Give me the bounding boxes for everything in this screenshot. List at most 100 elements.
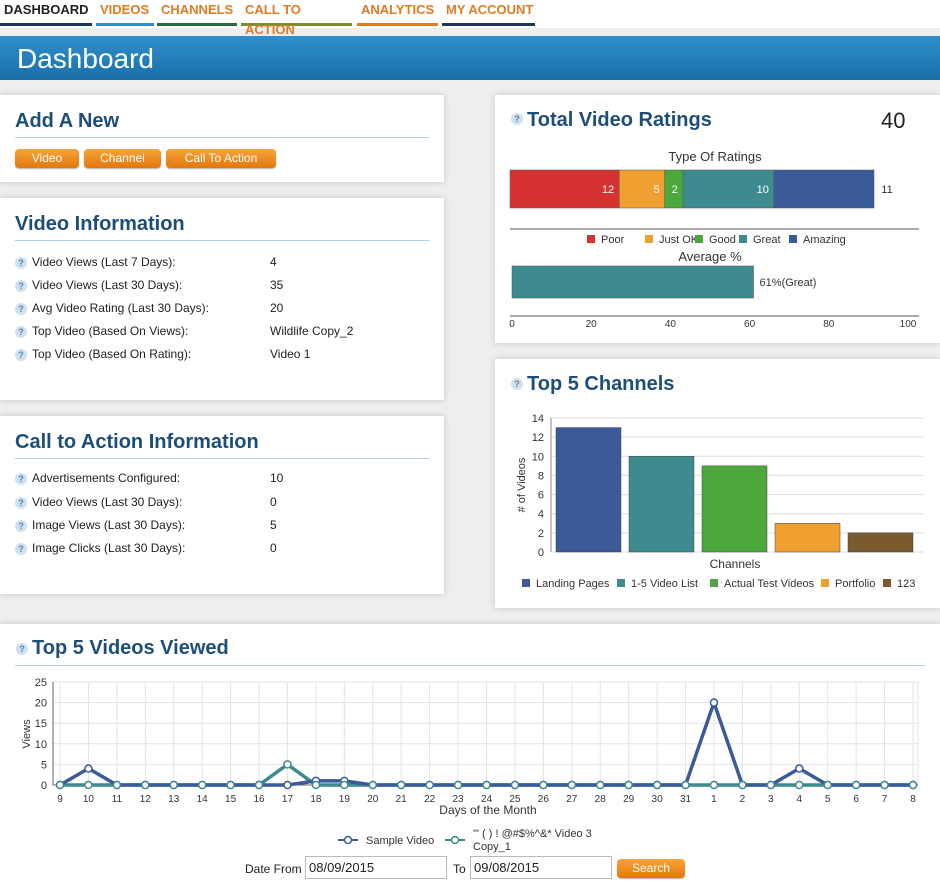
search-button[interactable]: Search — [617, 859, 685, 878]
data-point — [425, 780, 434, 790]
date-to-input[interactable]: 09/08/2015 — [470, 856, 612, 879]
add-channel-button[interactable]: Channel — [84, 149, 161, 168]
data-point — [453, 780, 463, 790]
data-point — [652, 780, 662, 790]
rating-value-label: 12 — [602, 184, 614, 196]
y-tick-label: 0 — [41, 780, 47, 792]
average-title: Average % — [678, 249, 742, 264]
x-tick-label: 15 — [225, 794, 237, 805]
legend-label: Just OK — [659, 234, 699, 246]
info-row: ? Image Views (Last 30 Days): 5 — [15, 517, 415, 533]
y-tick-label: 2 — [538, 528, 544, 540]
y-tick-label: 12 — [532, 432, 544, 444]
info-row: ? Video Views (Last 30 Days): 35 — [15, 277, 415, 293]
average-value-label: 61%(Great) — [760, 277, 817, 289]
nav-channels[interactable]: CHANNELS — [157, 0, 237, 26]
nav-call-to-action[interactable]: CALL TO ACTION — [241, 0, 352, 37]
data-point — [311, 780, 321, 790]
x-tick-label: 9 — [57, 794, 63, 805]
help-icon[interactable]: ? — [511, 113, 523, 125]
info-value: Video 1 — [270, 347, 311, 361]
help-icon[interactable]: ? — [15, 325, 27, 338]
legend-marker — [450, 835, 460, 845]
add-new-title: Add A New — [15, 110, 120, 132]
help-icon[interactable]: ? — [15, 256, 27, 269]
x-tick-label: 16 — [253, 794, 265, 805]
x-tick-label: 28 — [595, 794, 607, 805]
y-tick-label: 0 — [538, 547, 544, 559]
data-point — [851, 780, 861, 790]
x-tick-label: 27 — [566, 794, 578, 805]
nav-my-account[interactable]: MY ACCOUNT — [442, 0, 535, 26]
x-tick-label: 12 — [140, 794, 152, 805]
page-title: Dashboard — [17, 43, 154, 74]
info-value: 35 — [270, 278, 284, 292]
x-tick-label: 20 — [367, 794, 379, 805]
rating-value-label: 10 — [757, 184, 769, 196]
nav-dashboard[interactable]: DASHBOARD — [0, 0, 92, 26]
x-tick-label: 14 — [197, 794, 209, 805]
y-tick-label: 25 — [35, 677, 47, 689]
info-label: Video Views (Last 30 Days): — [32, 278, 183, 292]
x-tick-label: 2 — [740, 794, 746, 805]
average-tick-label: 20 — [586, 319, 598, 330]
data-point — [84, 764, 93, 773]
info-value: 10 — [270, 471, 284, 485]
x-tick-label: 18 — [310, 794, 322, 805]
ratings-title: Total Video Ratings — [527, 109, 712, 131]
x-tick-label: 25 — [509, 794, 521, 805]
info-label: Image Views (Last 30 Days): — [32, 518, 186, 532]
y-axis-label: Views — [21, 719, 33, 749]
info-row: ? Top Video (Based On Rating): Video 1 — [15, 346, 415, 362]
videos-title: Top 5 Videos Viewed — [32, 637, 229, 659]
add-call-to-action-button[interactable]: Call To Action — [166, 149, 276, 168]
info-value: 0 — [270, 495, 277, 509]
average-bar — [511, 265, 754, 299]
info-row: ? Video Views (Last 30 Days): 0 — [15, 494, 415, 510]
info-value: 4 — [270, 255, 277, 269]
y-tick-label: 8 — [538, 470, 544, 482]
info-row: ? Video Views (Last 7 Days): 4 — [15, 254, 415, 270]
x-tick-label: 7 — [882, 794, 888, 805]
data-point — [482, 780, 491, 790]
ratings-panel: ? Total Video Ratings 40 Type Of Ratings… — [495, 95, 940, 343]
average-tick-label: 40 — [665, 319, 677, 330]
help-icon[interactable]: ? — [15, 496, 27, 509]
y-tick-label: 10 — [532, 451, 544, 463]
x-tick-label: 10 — [83, 794, 95, 805]
nav-videos[interactable]: VIDEOS — [96, 0, 154, 26]
data-point — [84, 780, 93, 790]
ratings-total: 40 — [881, 108, 906, 133]
cta-info-panel: Call to Action Information ? Advertisemen… — [0, 416, 444, 594]
help-icon[interactable]: ? — [15, 279, 27, 292]
help-icon[interactable]: ? — [15, 348, 27, 361]
x-axis-label: Days of the Month — [439, 803, 536, 817]
legend-swatch — [645, 235, 653, 243]
data-point — [595, 780, 605, 790]
data-point — [254, 780, 264, 790]
rating-value-label: 11 — [881, 184, 892, 196]
data-point — [510, 780, 520, 790]
y-tick-label: 6 — [538, 490, 544, 502]
help-icon[interactable]: ? — [15, 519, 27, 532]
legend-label: 123 — [897, 578, 915, 590]
legend-label: Amazing — [803, 234, 846, 246]
help-icon[interactable]: ? — [16, 643, 28, 655]
date-from-input[interactable]: 08/09/2015 — [305, 856, 447, 879]
help-icon[interactable]: ? — [15, 542, 27, 555]
data-point — [880, 780, 889, 790]
add-video-button[interactable]: Video — [15, 149, 79, 168]
info-value: 5 — [270, 518, 277, 532]
legend-label: Portfolio — [835, 578, 875, 590]
x-tick-label: 24 — [481, 794, 493, 805]
channel-bar-1-5-video-list — [628, 456, 695, 553]
nav-analytics[interactable]: ANALYTICS — [357, 0, 438, 26]
help-icon[interactable]: ? — [15, 472, 27, 485]
help-icon[interactable]: ? — [15, 302, 27, 315]
y-axis-label: # of Videos — [516, 457, 528, 512]
info-row: ? Top Video (Based On Views): Wildlife Cop… — [15, 323, 415, 339]
x-tick-label: 31 — [680, 794, 692, 805]
legend-swatch — [821, 579, 829, 587]
help-icon[interactable]: ? — [511, 378, 523, 390]
legend-label: "' ( ) ! @#$%^&* Video 3 — [473, 828, 592, 840]
